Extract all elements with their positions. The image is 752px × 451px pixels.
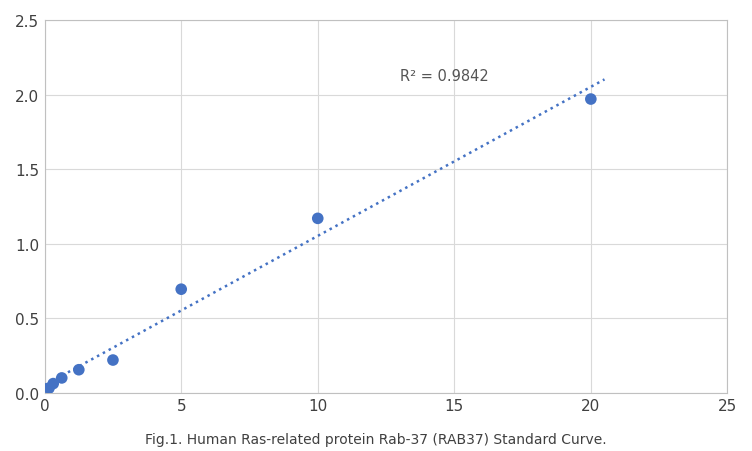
Text: Fig.1. Human Ras-related protein Rab-37 (RAB37) Standard Curve.: Fig.1. Human Ras-related protein Rab-37 … bbox=[145, 433, 607, 446]
Text: R² = 0.9842: R² = 0.9842 bbox=[399, 69, 489, 83]
Point bbox=[43, 385, 55, 392]
Point bbox=[56, 374, 68, 382]
Point bbox=[73, 366, 85, 373]
Point bbox=[175, 286, 187, 293]
Point bbox=[107, 357, 119, 364]
Point bbox=[47, 380, 59, 387]
Point bbox=[585, 96, 597, 103]
Point bbox=[312, 215, 324, 222]
